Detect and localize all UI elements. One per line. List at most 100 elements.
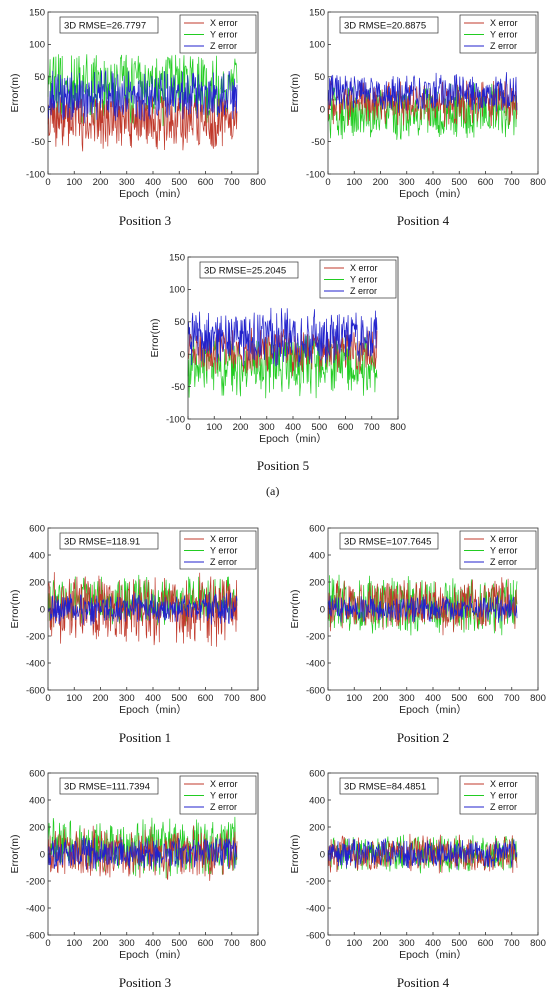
x-tick-label: 100 xyxy=(66,177,82,188)
subfigure-label-a: (a) xyxy=(266,484,280,498)
x-tick-label: 200 xyxy=(373,693,389,704)
chart-panel: 0 100 200 300 400 500 600 700 800 -600 -400 -200 0 20… xyxy=(289,768,546,990)
x-tick-label: 500 xyxy=(451,938,467,949)
x-tick-label: 400 xyxy=(285,422,301,433)
x-tick-label: 100 xyxy=(346,693,362,704)
y-tick-label: 0 xyxy=(320,105,325,116)
x-tick-label: 300 xyxy=(259,422,275,433)
y-tick-label: 200 xyxy=(309,577,325,588)
x-tick-label: 500 xyxy=(171,177,187,188)
x-tick-label: 800 xyxy=(530,693,546,704)
y-tick-label: 400 xyxy=(309,795,325,806)
y-tick-label: 0 xyxy=(40,849,45,860)
x-axis-label: Epoch（min） xyxy=(399,704,467,716)
x-tick-label: 0 xyxy=(45,693,50,704)
chart-panel: 0 100 200 300 400 500 600 700 800 -100 -50 0 50 100 15… xyxy=(9,7,266,228)
y-axis-label: Error(m) xyxy=(289,73,301,112)
y-tick-label: -100 xyxy=(306,169,325,180)
x-tick-label: 800 xyxy=(390,422,406,433)
rmse-text: 3D RMSE=107.7645 xyxy=(344,537,431,548)
x-tick-label: 500 xyxy=(451,693,467,704)
x-tick-label: 300 xyxy=(399,693,415,704)
rmse-text: 3D RMSE=20.8875 xyxy=(344,21,426,32)
x-axis-label: Epoch（min） xyxy=(259,433,327,445)
x-tick-label: 500 xyxy=(451,177,467,188)
y-tick-label: -400 xyxy=(26,903,45,914)
x-tick-label: 600 xyxy=(198,177,214,188)
y-tick-label: -400 xyxy=(306,903,325,914)
x-tick-label: 400 xyxy=(425,693,441,704)
rmse-box xyxy=(199,261,299,279)
y-tick-label: -200 xyxy=(26,631,45,642)
rmse-box xyxy=(59,532,159,550)
x-tick-label: 600 xyxy=(198,938,214,949)
rmse-box xyxy=(339,532,439,550)
legend-label: Y error xyxy=(490,791,517,801)
y-tick-label: -600 xyxy=(26,930,45,941)
y-tick-label: -200 xyxy=(306,876,325,887)
x-tick-label: 800 xyxy=(250,693,266,704)
y-tick-label: -400 xyxy=(306,658,325,669)
y-tick-label: -600 xyxy=(306,685,325,696)
y-tick-label: 0 xyxy=(40,105,45,116)
x-tick-label: 700 xyxy=(224,693,240,704)
legend-label: X error xyxy=(490,18,518,28)
x-axis-label: Epoch（min） xyxy=(119,949,187,961)
legend-label: Z error xyxy=(210,557,237,567)
chart-panel: 0 100 200 300 400 500 600 700 800 -600 -400 -200 0 20… xyxy=(9,768,266,990)
x-tick-label: 700 xyxy=(504,938,520,949)
legend-label: X error xyxy=(210,18,238,28)
legend-label: Z error xyxy=(210,41,237,51)
panel-caption: Position 2 xyxy=(397,730,449,745)
x-axis-label: Epoch（min） xyxy=(399,188,467,200)
x-tick-label: 0 xyxy=(325,938,330,949)
x-tick-label: 0 xyxy=(325,177,330,188)
y-tick-label: 600 xyxy=(29,523,45,534)
y-tick-label: 150 xyxy=(169,252,185,263)
x-tick-label: 400 xyxy=(425,938,441,949)
x-tick-label: 600 xyxy=(338,422,354,433)
chart-panel: 0 100 200 300 400 500 600 700 800 -600 -400 -200 0 20… xyxy=(289,523,546,745)
series-line xyxy=(327,72,518,113)
x-axis-label: Epoch（min） xyxy=(399,949,467,961)
x-tick-label: 700 xyxy=(224,938,240,949)
x-tick-label: 0 xyxy=(45,177,50,188)
x-tick-label: 400 xyxy=(425,177,441,188)
panel-caption: Position 1 xyxy=(119,730,171,745)
rmse-text: 3D RMSE=111.7394 xyxy=(64,782,150,793)
y-tick-label: 200 xyxy=(29,822,45,833)
series-line xyxy=(47,592,238,626)
y-tick-label: -200 xyxy=(306,631,325,642)
legend-label: X error xyxy=(210,534,238,544)
series-line xyxy=(187,307,378,367)
legend-label: Y error xyxy=(490,30,517,40)
series-line xyxy=(327,838,518,870)
panel-caption: Position 4 xyxy=(397,213,450,228)
x-axis-label: Epoch（min） xyxy=(119,704,187,716)
y-tick-label: -200 xyxy=(26,876,45,887)
x-tick-label: 100 xyxy=(66,938,82,949)
legend-label: Z error xyxy=(490,557,517,567)
y-tick-label: 600 xyxy=(309,768,325,779)
rmse-box xyxy=(59,777,159,795)
x-tick-label: 0 xyxy=(185,422,190,433)
x-tick-label: 400 xyxy=(145,177,161,188)
panel-caption: Position 3 xyxy=(119,213,171,228)
y-tick-label: 100 xyxy=(29,40,45,51)
x-tick-label: 600 xyxy=(478,693,494,704)
rmse-text: 3D RMSE=25.2045 xyxy=(204,266,286,277)
x-tick-label: 100 xyxy=(206,422,222,433)
y-tick-label: 150 xyxy=(309,7,325,18)
y-tick-label: 50 xyxy=(314,72,325,83)
x-tick-label: 800 xyxy=(250,938,266,949)
y-tick-label: 0 xyxy=(320,604,325,615)
x-tick-label: 200 xyxy=(373,938,389,949)
y-tick-label: 0 xyxy=(180,350,185,361)
legend-label: Z error xyxy=(490,802,517,812)
y-tick-label: 0 xyxy=(40,604,45,615)
legend-label: X error xyxy=(350,263,378,273)
y-tick-label: 50 xyxy=(174,317,185,328)
legend-label: Z error xyxy=(490,41,517,51)
legend-label: X error xyxy=(210,779,238,789)
